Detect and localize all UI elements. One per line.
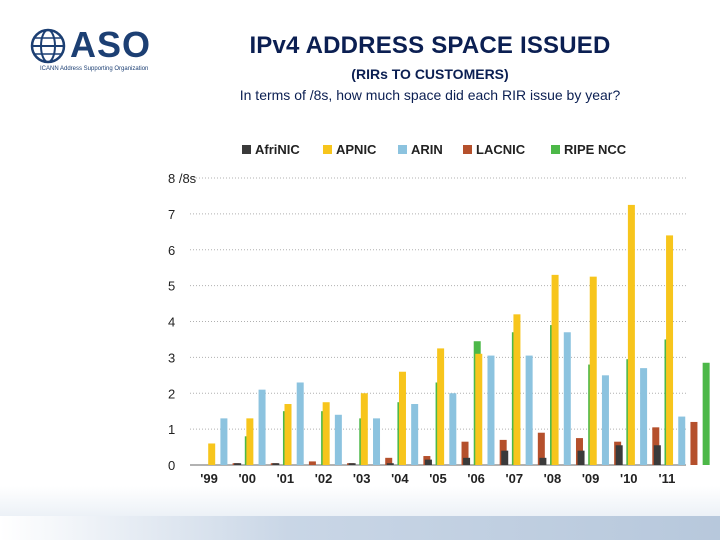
bar-apnic [513, 314, 521, 465]
bar-afrinic [501, 450, 509, 465]
bar-apnic [322, 402, 330, 465]
x-tick-label: '07 [506, 471, 524, 486]
legend-swatch [463, 145, 472, 154]
x-tick-label: '04 [391, 471, 409, 486]
bar-arin [296, 382, 304, 465]
bar-apnic [551, 274, 559, 465]
bar-apnic [398, 371, 406, 465]
bar-lacnic [690, 421, 698, 465]
bar-apnic [284, 404, 292, 465]
legend-swatch [398, 145, 407, 154]
y-tick-label: 1 [168, 422, 175, 437]
page-title: IPv4 ADDRESS SPACE ISSUED [249, 32, 611, 59]
x-tick-label: '99 [200, 471, 218, 486]
bar-arin [220, 418, 228, 465]
globe-icon [30, 28, 66, 64]
y-tick-label: 7 [168, 207, 175, 222]
legend-label: AfriNIC [255, 142, 300, 157]
y-tick-label: 4 [168, 315, 175, 330]
bar-arin [678, 416, 686, 465]
logo-subtext: ICANN Address Supporting Organization [40, 66, 149, 72]
x-tick-label: '00 [238, 471, 256, 486]
x-tick-label: '02 [315, 471, 333, 486]
legend-label: LACNIC [476, 142, 526, 157]
legend-swatch [551, 145, 560, 154]
y-tick-label: 5 [168, 279, 175, 294]
y-tick-label: 6 [168, 243, 175, 258]
bar-apnic [360, 393, 368, 465]
bar-afrinic [348, 463, 356, 465]
x-tick-label: '03 [353, 471, 371, 486]
bar-lacnic [308, 461, 316, 465]
aso-logo: ASO ICANN Address Supporting Organizatio… [28, 22, 168, 78]
y-tick-label: 2 [168, 386, 175, 401]
y-tick-label: 8 /8s [168, 171, 197, 186]
bar-afrinic [653, 445, 661, 465]
bar-arin [640, 368, 648, 465]
bar-arin [258, 389, 266, 465]
bar-afrinic [272, 463, 280, 465]
bar-apnic [589, 276, 597, 465]
bar-arin [411, 404, 419, 465]
bar-apnic [475, 353, 483, 465]
bar-apnic [627, 204, 635, 465]
bar-afrinic [234, 463, 242, 465]
bar-arin [563, 332, 571, 465]
bar-arin [525, 355, 533, 465]
bar-afrinic [463, 457, 471, 465]
x-tick-label: '09 [582, 471, 600, 486]
legend-label: RIPE NCC [564, 142, 627, 157]
y-tick-label: 3 [168, 350, 175, 365]
bar-afrinic [386, 463, 394, 465]
bar-afrinic [577, 450, 585, 465]
bar-lacnic [461, 441, 469, 465]
bar-apnic [666, 235, 674, 465]
bar-arin [334, 414, 342, 465]
x-tick-label: '05 [429, 471, 447, 486]
legend-swatch [323, 145, 332, 154]
bar-arin [601, 375, 609, 465]
bar-apnic [437, 348, 445, 465]
legend-label: ARIN [411, 142, 443, 157]
bar-arin [487, 355, 495, 465]
bar-afrinic [424, 459, 432, 465]
x-tick-label: '08 [544, 471, 562, 486]
bar-arin [449, 393, 457, 465]
legend-label: APNIC [336, 142, 377, 157]
bar-apnic [246, 418, 254, 465]
bar-afrinic [615, 445, 623, 465]
chart-description: In terms of /8s, how much space did each… [239, 87, 621, 103]
x-tick-label: '11 [659, 471, 676, 486]
bar-lacnic [537, 432, 545, 465]
x-tick-label: '10 [620, 471, 638, 486]
page-subtitle: (RIRs TO CUSTOMERS) [351, 66, 509, 82]
x-tick-label: '06 [467, 471, 485, 486]
y-tick-label: 0 [168, 458, 175, 473]
bottom-decorative-band [0, 516, 720, 540]
bar-lacnic [385, 457, 393, 465]
bar-afrinic [539, 457, 547, 465]
x-tick-label: '01 [277, 471, 295, 486]
legend-swatch [242, 145, 251, 154]
logo-text: ASO [70, 24, 152, 65]
bar-arin [373, 418, 381, 465]
bar-apnic [208, 443, 216, 465]
bar-ripe-ncc [702, 362, 710, 465]
